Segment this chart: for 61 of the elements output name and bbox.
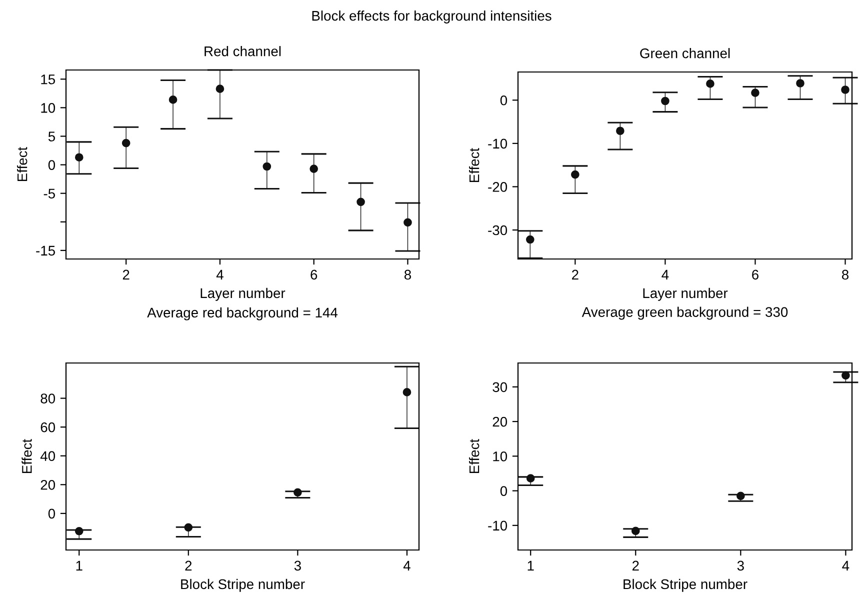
y-axis-title: Effect	[469, 438, 480, 473]
x-tick-label: 2	[185, 560, 192, 570]
point	[841, 86, 850, 94]
point	[616, 126, 624, 136]
point	[74, 153, 84, 162]
y-tick-label: 5	[48, 132, 55, 142]
y-tick-label: 10	[493, 451, 508, 462]
y-tick-label: -15	[36, 246, 56, 256]
x-tick-label: 3	[737, 560, 744, 571]
text: Average red background = 144	[147, 307, 338, 320]
y-tick-label: -30	[488, 225, 508, 236]
point	[404, 218, 412, 227]
x-axis-title: Layer number	[200, 288, 286, 301]
y-tick-label: 30	[492, 382, 508, 392]
x-tick-label: 6	[752, 270, 758, 280]
y-tick-label: 0	[48, 160, 56, 170]
point	[751, 88, 760, 97]
x-axis-title: Block Stripe number	[181, 578, 305, 592]
point	[571, 170, 580, 179]
y-tick-label: 40	[40, 451, 56, 462]
point	[796, 79, 804, 88]
y-tick-label: -20	[488, 182, 508, 192]
point	[706, 80, 714, 88]
y-tick-label: 0	[500, 95, 508, 106]
y-tick-label: 15	[41, 74, 56, 84]
x-tick-label: 1	[76, 560, 82, 570]
x-tick-label: 2	[632, 560, 639, 570]
y-tick-label: 20	[492, 416, 508, 427]
x-tick-label: 4	[662, 270, 669, 280]
x-tick-label: 2	[122, 270, 130, 280]
x-tick-label: 3	[294, 560, 301, 571]
x-tick-label: 4	[216, 270, 224, 280]
x-tick-label: 8	[404, 270, 411, 280]
x-tick-label: 6	[310, 270, 318, 280]
x-axis-title: Block Stripe number	[624, 578, 748, 592]
y-axis-title: Effect	[469, 148, 480, 182]
x-tick-label: 1	[528, 560, 534, 570]
y-tick-label: -10	[488, 138, 508, 149]
y-axis-title: Effect	[22, 438, 32, 473]
chart-title: Red channel	[204, 46, 281, 56]
x-tick-label: 2	[572, 270, 578, 280]
y-tick-label: 80	[40, 394, 56, 404]
x-tick-label: 8	[842, 270, 849, 280]
text: Block effects for background intensities	[312, 10, 552, 24]
x-tick-label: 4	[842, 560, 850, 570]
chart-title: Green channel	[640, 48, 730, 58]
y-tick-label: 60	[40, 422, 56, 432]
text: Average green background = 330	[582, 306, 788, 320]
y-tick-label: 0	[48, 508, 56, 519]
point	[310, 164, 318, 173]
y-tick-label: -5	[44, 188, 55, 199]
y-axis-title: Effect	[17, 146, 28, 181]
point	[661, 96, 670, 106]
point	[356, 198, 365, 206]
x-axis-title: Layer number	[643, 288, 728, 301]
x-tick-label: 4	[403, 560, 410, 570]
y-tick-label: -10	[488, 520, 508, 531]
y-tick-label: 0	[500, 486, 508, 496]
y-tick-label: 10	[41, 103, 56, 113]
y-tick-label: 20	[40, 480, 56, 490]
point	[526, 235, 534, 244]
